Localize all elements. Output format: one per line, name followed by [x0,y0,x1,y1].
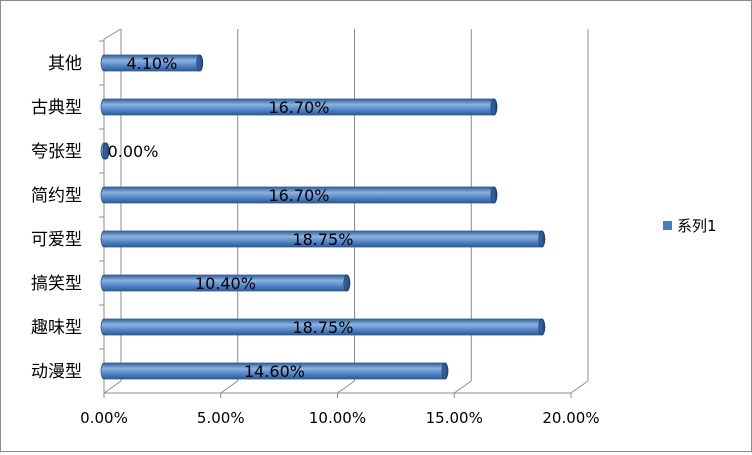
y-tick-label: 简约型 [31,186,82,206]
data-label: 4.10% [126,54,177,73]
bar-cap [196,54,204,72]
grid-layer [103,29,589,394]
floor-gridline [337,380,355,394]
y-axis-top-edge [103,28,122,40]
y-tick-label: 趣味型 [31,318,82,338]
legend-label: 系列1 [677,217,717,235]
bar-cap [490,98,498,116]
floor-gridline [570,380,589,394]
data-label: 18.75% [292,318,353,337]
axis-layer: 0.00% 5.00% 10.00% 15.00% 20.00% 其他古典型夸张型简约型可… [31,28,600,427]
x-tick-label: 15.00% [426,409,483,427]
data-label: 16.70% [268,98,329,117]
legend: 系列1 [663,217,717,235]
label-layer: 4.10% 16.70% 0.00% 16.70% 18.75% 10.40% 18.75%… [108,54,354,381]
floor-gridline [103,380,122,394]
x-tick-label: 10.00% [309,409,366,427]
y-tick-label: 其他 [48,54,82,74]
floor-gridline [220,380,239,394]
data-label: 16.70% [268,186,329,205]
y-tick-label: 古典型 [31,98,82,118]
data-label: 14.60% [244,362,305,381]
data-label: 0.00% [108,142,159,161]
x-tick-label: 5.00% [197,409,245,427]
bar-cap [343,274,351,292]
x-tick-label: 20.00% [542,409,599,427]
bar-cap [538,230,546,248]
y-tick-label: 动漫型 [31,362,82,382]
y-tick-label: 夸张型 [31,142,82,162]
data-label: 10.40% [195,274,256,293]
y-tick-label: 搞笑型 [31,274,82,294]
data-label: 18.75% [292,230,353,249]
floor-gridline [453,380,472,394]
y-tick-label: 可爱型 [31,230,82,250]
bar-cap [490,186,498,204]
bar-cap [441,362,449,380]
bar-cap [538,318,546,336]
bar-cap [102,142,110,160]
bar-layer [100,54,546,380]
legend-swatch [663,221,672,230]
x-tick-label: 0.00% [80,409,128,427]
